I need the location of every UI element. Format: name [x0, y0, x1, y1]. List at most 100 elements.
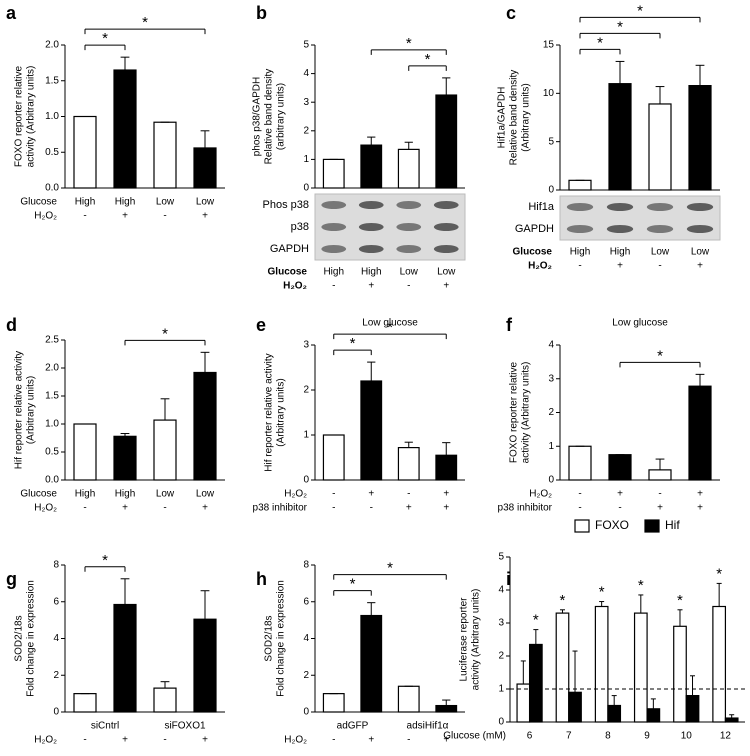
blot-band — [396, 223, 422, 231]
blot-band — [433, 201, 459, 209]
legend-swatch — [574, 519, 590, 533]
group-label: adsiHif1α — [407, 721, 449, 732]
blot-band — [321, 245, 347, 253]
bar — [712, 605, 727, 723]
y-tick-label: 3 — [498, 618, 504, 629]
y-axis-label: Fold change in expression — [26, 580, 37, 697]
blot-band — [358, 223, 384, 231]
condition-name: Glucose — [268, 267, 308, 278]
bar — [555, 612, 570, 723]
condition-label: - — [578, 489, 581, 500]
y-tick-label: 0.0 — [45, 475, 59, 486]
x-tick-label: 7 — [566, 731, 572, 742]
y-tick-label: 2.0 — [45, 40, 59, 51]
bar — [568, 179, 592, 191]
condition-label: - — [332, 489, 335, 500]
y-axis-label: SOD2/18s — [14, 615, 25, 661]
bar — [435, 704, 458, 713]
bar — [516, 683, 531, 723]
condition-label: + — [368, 281, 374, 292]
bar — [608, 454, 632, 481]
condition-label: High — [610, 247, 631, 258]
x-tick-label: 9 — [644, 731, 650, 742]
y-tick-label: 4 — [303, 633, 309, 644]
y-tick-label: 2.5 — [45, 335, 59, 346]
significance-star: * — [102, 552, 108, 569]
condition-label: - — [83, 503, 86, 514]
y-tick-label: 10 — [543, 88, 555, 99]
y-tick-label: 2 — [303, 125, 309, 136]
y-axis-label: Relative band density — [264, 69, 275, 165]
y-tick-label: 4 — [498, 585, 504, 596]
y-axis-label: activity (Arbitrary units) — [26, 66, 37, 168]
panel-label: f — [506, 315, 513, 335]
condition-name: H₂O₂ — [529, 489, 552, 500]
condition-label: High — [75, 489, 96, 500]
condition-label: High — [75, 197, 96, 208]
y-axis-label: (Arbitrary units) — [26, 376, 37, 444]
bar — [193, 371, 217, 481]
y-tick-label: 0 — [303, 183, 309, 194]
y-axis-label: (arbitrary units) — [276, 83, 287, 150]
condition-label: High — [570, 247, 591, 258]
significance-star: * — [657, 347, 663, 364]
legend-label: FOXO — [595, 518, 629, 532]
blot-band — [396, 201, 422, 209]
y-axis-label: activity (Arbitrary units) — [471, 589, 482, 691]
y-tick-label: 5 — [498, 552, 504, 563]
bar — [646, 708, 661, 723]
bar — [608, 83, 632, 191]
condition-label: Low — [156, 197, 175, 208]
y-axis-label: SOD2/18s — [264, 615, 275, 661]
condition-label: - — [83, 735, 86, 746]
significance-star: * — [677, 592, 683, 609]
condition-name: Glucose — [513, 247, 553, 258]
y-tick-label: 0.0 — [45, 183, 59, 194]
blot-band — [566, 203, 594, 211]
legend-swatch — [644, 519, 660, 533]
y-tick-label: 3 — [303, 340, 309, 351]
y-tick-label: 2 — [303, 385, 309, 396]
bar — [607, 704, 622, 723]
y-tick-label: 2 — [53, 670, 59, 681]
blot-band — [433, 223, 459, 231]
blot-band — [646, 203, 674, 211]
blot-band — [433, 245, 459, 253]
condition-label: - — [163, 735, 166, 746]
significance-star: * — [637, 2, 643, 19]
condition-label: + — [443, 503, 449, 514]
bar — [153, 121, 177, 189]
bar — [193, 147, 217, 189]
significance-star: * — [599, 584, 605, 601]
y-axis-label: FOXO reporter relative — [509, 361, 520, 463]
blot-band — [686, 203, 714, 211]
condition-label: + — [202, 503, 208, 514]
bar — [435, 94, 458, 189]
y-tick-label: 1 — [303, 154, 309, 165]
condition-label: Low — [651, 247, 670, 258]
bar — [568, 691, 582, 723]
y-tick-label: 2 — [548, 407, 554, 418]
significance-star: * — [387, 319, 393, 336]
panel-label: d — [6, 315, 17, 335]
bar — [594, 605, 609, 723]
condition-name: Glucose — [20, 197, 57, 208]
condition-label: Low — [400, 267, 419, 278]
bar — [397, 685, 420, 713]
condition-label: High — [361, 267, 382, 278]
condition-name: H₂O₂ — [283, 281, 307, 292]
y-axis-label: Fold change in expression — [276, 580, 287, 697]
condition-name: p38 inhibitor — [253, 503, 308, 514]
condition-label: + — [697, 489, 703, 500]
y-tick-label: 1 — [498, 684, 504, 695]
condition-label: - — [618, 503, 621, 514]
significance-star: * — [533, 612, 539, 629]
condition-label: + — [617, 261, 623, 272]
significance-star: * — [406, 35, 412, 52]
bar — [633, 612, 648, 723]
significance-star: * — [350, 576, 356, 593]
y-tick-label: 1.5 — [45, 391, 59, 402]
bar — [153, 419, 177, 481]
blot-band — [606, 203, 634, 211]
